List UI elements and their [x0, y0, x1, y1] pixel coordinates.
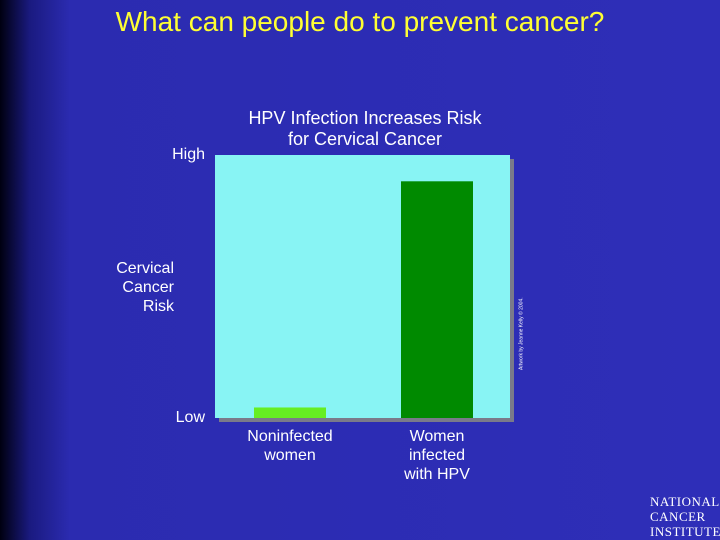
x-tick-label: Women infected with HPV: [404, 428, 470, 483]
y-tick-label: High: [172, 146, 205, 163]
logo-line: CANCER: [650, 509, 706, 524]
x-tick-label: Noninfected women: [247, 428, 333, 464]
logo: NATIONAL CANCER INSTITUTE: [650, 494, 720, 539]
bar: [254, 407, 326, 418]
logo-line: INSTITUTE: [650, 524, 720, 539]
y-axis-label: Cervical Cancer Risk: [116, 260, 174, 315]
slide-title: What can people do to prevent cancer?: [115, 6, 605, 37]
chart-title: HPV Infection Increases Risk for Cervica…: [248, 108, 482, 149]
bar: [401, 181, 473, 418]
y-tick-label: Low: [176, 409, 206, 426]
credit: Artwork by Jeanne Kelly © 2004.: [517, 297, 524, 370]
logo-line: NATIONAL: [650, 494, 720, 509]
